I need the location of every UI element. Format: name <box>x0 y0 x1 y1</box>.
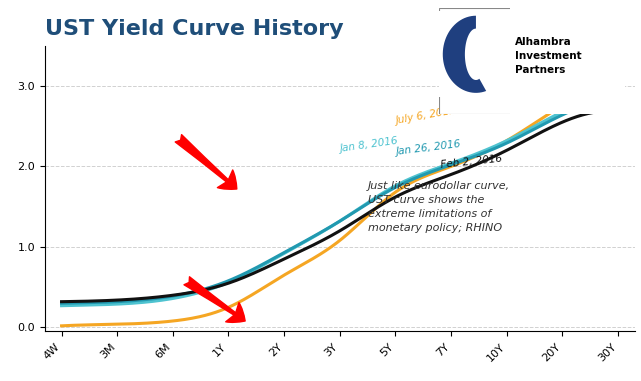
Text: Feb 2, 2016: Feb 2, 2016 <box>440 154 503 170</box>
Text: Just like eurodollar curve,
UST curve shows the
extreme limitations of
monetary : Just like eurodollar curve, UST curve sh… <box>367 181 510 233</box>
Text: Jan 26, 2016: Jan 26, 2016 <box>395 139 462 157</box>
Text: Alhambra
Investment
Partners: Alhambra Investment Partners <box>515 37 582 75</box>
Polygon shape <box>443 16 486 93</box>
Text: July 6, 2015: July 6, 2015 <box>395 106 458 126</box>
Text: Jan 8, 2016: Jan 8, 2016 <box>340 136 399 154</box>
Text: UST Yield Curve History: UST Yield Curve History <box>45 19 344 38</box>
